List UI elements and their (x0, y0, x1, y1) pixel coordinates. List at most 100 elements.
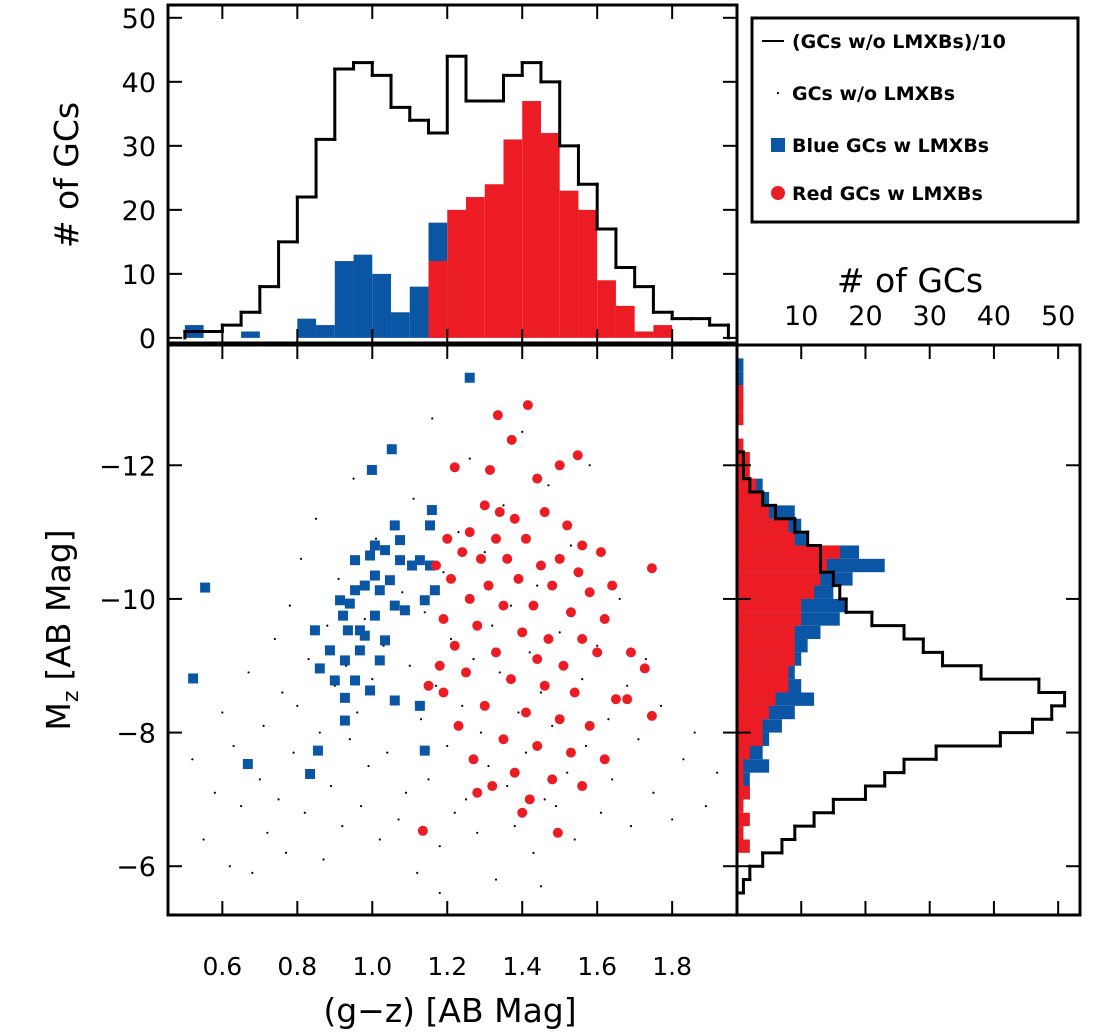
scatter-point (558, 660, 569, 671)
scatter-point (565, 607, 576, 618)
scatter-point (352, 477, 355, 480)
scatter-point (611, 778, 614, 781)
x-tick-label: 1.6 (577, 952, 617, 981)
scatter-point (468, 457, 471, 460)
y-tick-label: 30 (122, 132, 156, 163)
legend-box (750, 16, 1080, 224)
legend-swatch (776, 91, 780, 95)
scatter-point (438, 613, 449, 624)
scatter-point (607, 718, 610, 721)
histogram-bar (737, 385, 744, 399)
scatter-point (338, 610, 349, 621)
scatter-point (414, 555, 425, 566)
scatter-point (517, 627, 528, 638)
histogram-bar (737, 732, 763, 746)
histogram-bar (737, 598, 802, 613)
scatter-point (453, 811, 456, 814)
scatter-point (213, 791, 216, 794)
scatter-point (318, 731, 321, 734)
scatter-point (326, 624, 329, 627)
scatter-point (483, 551, 486, 554)
scatter-point (438, 845, 441, 848)
scatter-point (547, 580, 558, 591)
scatter-point (607, 580, 618, 591)
scatter-point (626, 684, 629, 687)
histogram-bar (391, 312, 410, 338)
scatter-point (339, 655, 350, 666)
y-tick-label: 10 (122, 260, 156, 291)
scatter-point (505, 674, 516, 685)
scatter-point (453, 720, 464, 731)
histogram-bar (737, 545, 840, 559)
scatter-point (232, 744, 235, 748)
histogram-bar (737, 639, 795, 653)
histogram-bar (737, 438, 744, 452)
legend-label: GCs w/o LMXBs (792, 83, 955, 105)
scatter-point (565, 747, 576, 758)
scatter-point (423, 611, 426, 614)
scatter-point (524, 794, 535, 805)
y-tick-label: −12 (99, 451, 156, 482)
histogram-bar (737, 719, 763, 733)
scatter-point (652, 791, 655, 794)
scatter-point (369, 570, 380, 581)
scatter-point (457, 547, 468, 558)
scatter-point (339, 715, 350, 726)
scatter-point (569, 687, 580, 698)
histogram-bar (653, 325, 673, 338)
scatter-point (592, 647, 603, 658)
scatter-point (693, 731, 696, 734)
scatter-point (434, 660, 445, 671)
scatter-point (431, 560, 442, 571)
scatter-point (517, 807, 528, 818)
scatter-point (299, 557, 303, 560)
scatter-point (303, 811, 306, 814)
scatter-point (551, 724, 554, 727)
scatter-point (682, 758, 685, 761)
scatter-point (438, 687, 449, 698)
scatter-point (354, 645, 365, 656)
scatter-point (528, 600, 539, 611)
scatter-point (599, 754, 610, 765)
scatter-point (498, 600, 509, 611)
scatter-point (554, 714, 565, 725)
scatter-point (599, 613, 610, 624)
scatter-point (517, 711, 520, 714)
scatter-point (384, 575, 395, 586)
histogram-bar (737, 518, 789, 533)
scatter-point (335, 595, 346, 606)
y-label-subscript: z (59, 691, 84, 703)
scatter-point (348, 738, 351, 741)
scatter-point (258, 778, 261, 781)
x-label: (g−z) [AB Mag] (323, 991, 576, 1030)
histogram-bar (241, 331, 260, 338)
scatter-point (464, 798, 468, 801)
scatter-point (414, 700, 425, 711)
histogram-bar (737, 745, 750, 760)
scatter-point (506, 784, 509, 788)
scatter-point (464, 527, 475, 538)
histogram-bar (737, 826, 744, 840)
scatter-point (490, 533, 501, 544)
scatter-point (487, 781, 498, 792)
scatter-point (404, 791, 408, 794)
histogram-bar (737, 786, 750, 800)
scatter-point (491, 624, 494, 627)
scatter-point (520, 707, 531, 718)
scatter-point (646, 710, 657, 721)
scatter-point (487, 764, 490, 768)
scatter-point (479, 700, 490, 711)
scatter-point (389, 695, 400, 706)
histogram-bar (297, 318, 317, 338)
histogram-bar (737, 358, 744, 372)
scatter-point (554, 553, 565, 564)
scatter-point (354, 625, 365, 636)
scatter-point (637, 738, 640, 741)
histogram-bar (737, 572, 821, 586)
histogram-bar (522, 101, 541, 338)
scatter-point (397, 818, 400, 821)
scatter-point (532, 473, 543, 484)
histogram-bar (737, 839, 750, 853)
scatter-point (599, 811, 603, 814)
histogram-bar (737, 492, 763, 506)
